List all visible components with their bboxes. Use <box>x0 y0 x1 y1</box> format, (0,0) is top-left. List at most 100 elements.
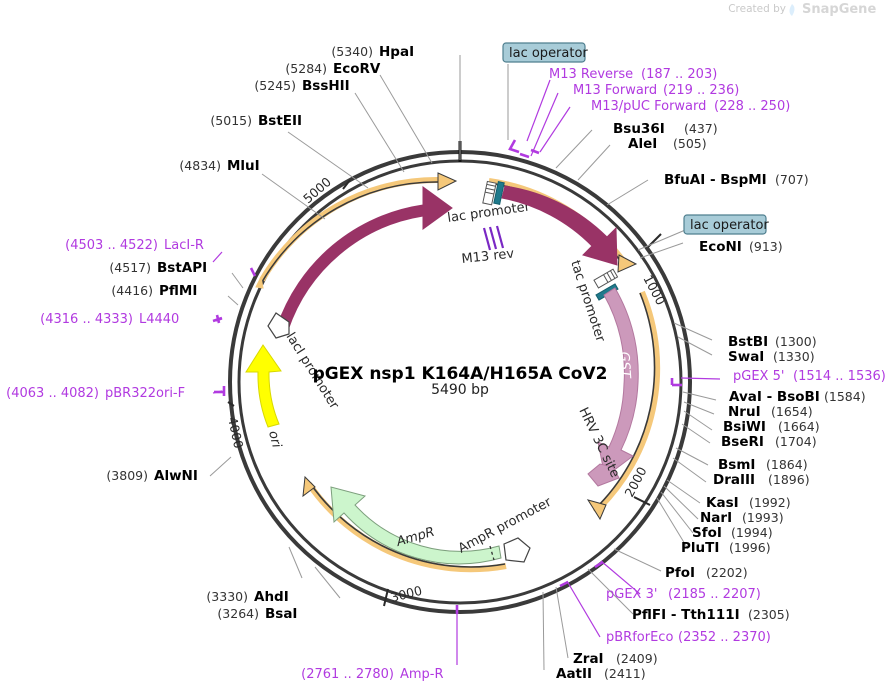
feature-label-tac-promoter: tac promoter <box>567 259 608 345</box>
label-PflFI-Tth111I[interactable]: PflFI - Tth111I (2305) <box>632 607 790 623</box>
label-HpaI[interactable]: (5340) HpaI <box>331 44 414 60</box>
feature-label-GST: GST <box>616 351 633 379</box>
enzyme-position: (1330) <box>773 349 815 364</box>
feature-m13-rev-marker[interactable] <box>482 225 505 251</box>
label-pGEX-5prime[interactable]: pGEX 5' (1514 .. 1536) <box>733 369 886 384</box>
feature-AmpR-promoter[interactable] <box>503 537 531 563</box>
enzyme-name: HpaI <box>379 44 414 60</box>
enzyme-position: (1704) <box>775 434 817 449</box>
enzyme-position: (1584) <box>824 389 866 404</box>
primer-position: (4316 .. 4333) <box>40 312 133 327</box>
label-pBR322ori-F[interactable]: (4063 .. 4082) pBR322ori-F <box>6 386 185 401</box>
label-DraIII[interactable]: DraIII (1896) <box>713 472 810 488</box>
enzyme-name: ZraI <box>573 651 604 667</box>
primer-tick-group <box>212 139 682 614</box>
primer-position: (2761 .. 2780) <box>301 667 394 682</box>
label-BssHII[interactable]: (5245) BssHII <box>254 78 349 94</box>
label-AleI[interactable]: AleI (505) <box>628 136 707 152</box>
axis-tick-3000: 3000 <box>383 583 424 607</box>
enzyme-name: BstEII <box>258 113 302 129</box>
label-L4440[interactable]: (4316 .. 4333) L4440 <box>40 312 179 327</box>
label-AlwNI[interactable]: (3809) AlwNI <box>106 468 197 484</box>
label-AvaI-BsoBI[interactable]: AvaI - BsoBI (1584) <box>729 389 866 405</box>
label-ZraI[interactable]: ZraI (2409) <box>573 651 658 667</box>
label-PflMI[interactable]: (4416) PflMI <box>111 283 197 299</box>
feature-lacZa[interactable] <box>501 185 618 266</box>
label-PluTI[interactable]: PluTI (1996) <box>681 540 771 556</box>
watermark-prefix: Created by <box>728 3 786 15</box>
label-LacI-R[interactable]: (4503 .. 4522) LacI-R <box>65 238 204 253</box>
feature-lacI[interactable] <box>276 186 453 331</box>
lac-operator-box-top[interactable]: lac operator <box>502 42 588 63</box>
label-NarI[interactable]: NarI (1993) <box>700 510 784 526</box>
label-EcoRV[interactable]: (5284) EcoRV <box>285 61 380 77</box>
label-EcoNI[interactable]: EcoNI (913) <box>699 239 783 255</box>
enzyme-name: AatII <box>556 666 592 682</box>
enzyme-name: NruI <box>728 404 761 420</box>
enzyme-name: BseRI <box>721 434 764 450</box>
label-BstBI[interactable]: BstBI (1300) <box>728 334 817 350</box>
label-SwaI[interactable]: SwaI (1330) <box>728 349 815 365</box>
label-M13-Forward[interactable]: M13 Forward (219 .. 236) <box>573 83 739 98</box>
plasmid-size: 5490 bp <box>431 382 489 398</box>
enzyme-position: (2305) <box>748 607 790 622</box>
label-pBRforEco[interactable]: pBRforEco (2352 .. 2370) <box>606 630 771 645</box>
label-BsaI[interactable]: (3264) BsaI <box>217 606 297 622</box>
lac-operator-box-right[interactable]: lac operator <box>683 214 769 235</box>
enzyme-name: BsiWI <box>723 419 766 435</box>
enzyme-name: BsaI <box>265 606 297 622</box>
enzyme-name: BssHII <box>302 78 350 94</box>
label-PfoI[interactable]: PfoI (2202) <box>665 565 748 581</box>
enzyme-position: (2409) <box>616 651 658 666</box>
primer-name: Amp-R <box>400 667 444 682</box>
label-NruI[interactable]: NruI (1654) <box>728 404 813 420</box>
enzyme-name: BstAPI <box>157 260 207 276</box>
label-Amp-R[interactable]: (2761 .. 2780) Amp-R <box>301 667 443 682</box>
enzyme-position: (1864) <box>766 457 808 472</box>
primer-name: pGEX 5' <box>733 369 784 384</box>
feature-ori[interactable] <box>245 344 282 428</box>
enzyme-name: AleI <box>628 136 657 152</box>
primer-name: LacI-R <box>164 238 204 253</box>
enzyme-position: (707) <box>775 172 809 187</box>
label-pGEX-3prime[interactable]: pGEX 3' (2185 .. 2207) <box>606 587 761 602</box>
label-KasI[interactable]: KasI (1992) <box>706 495 791 511</box>
label-BseRI[interactable]: BseRI (1704) <box>721 434 817 450</box>
feature-lacI-promoter[interactable] <box>267 312 290 339</box>
primer-position: (1514 .. 1536) <box>793 369 886 384</box>
label-BsmI[interactable]: BsmI (1864) <box>718 457 808 473</box>
label-BstEII[interactable]: (5015) BstEII <box>210 113 302 129</box>
label-SfoI[interactable]: SfoI (1994) <box>692 525 773 541</box>
label-AhdI[interactable]: (3330) AhdI <box>206 589 288 605</box>
lac-operator-label: lac operator <box>509 46 588 61</box>
label-AatII[interactable]: AatII (2411) <box>556 666 646 682</box>
feature-label-ori: ori <box>265 429 284 449</box>
primer-name: M13/pUC Forward <box>591 99 706 114</box>
enzyme-position: (5340) <box>331 44 373 59</box>
label-MluI[interactable]: (4834) MluI <box>179 158 259 174</box>
label-M13-Reverse[interactable]: M13 Reverse (187 .. 203) <box>549 67 717 82</box>
label-Bsu36I[interactable]: Bsu36I (437) <box>613 121 718 137</box>
enzyme-position: (1654) <box>771 404 813 419</box>
label-BsiWI[interactable]: BsiWI (1664) <box>723 419 820 435</box>
feature-tac-promoter-marker[interactable] <box>593 268 619 301</box>
enzyme-name: EcoNI <box>699 239 742 255</box>
feature-AmpR[interactable] <box>330 486 502 565</box>
feature-HRV-3C-site[interactable] <box>587 463 620 487</box>
label-BfuAI-BspMI[interactable]: BfuAI - BspMI (707) <box>664 172 809 188</box>
enzyme-position: (3809) <box>106 468 148 483</box>
feature-lac-promoter-marker[interactable] <box>482 180 505 206</box>
right-label-column: M13 Reverse (187 .. 203) M13 Forward (21… <box>549 67 886 682</box>
enzyme-position: (437) <box>684 121 718 136</box>
enzyme-position: (3330) <box>206 589 248 604</box>
primer-position: (2352 .. 2370) <box>678 630 771 645</box>
primer-position: (187 .. 203) <box>641 67 717 82</box>
primer-name: pBR322ori-F <box>105 386 185 401</box>
primer-position: (219 .. 236) <box>663 83 739 98</box>
label-M13-pUC-Forward[interactable]: M13/pUC Forward (228 .. 250) <box>591 99 790 114</box>
enzyme-position: (4834) <box>179 158 221 173</box>
enzyme-name: DraIII <box>713 472 755 488</box>
enzyme-name: SfoI <box>692 525 722 541</box>
label-BstAPI[interactable]: (4517) BstAPI <box>109 260 207 276</box>
